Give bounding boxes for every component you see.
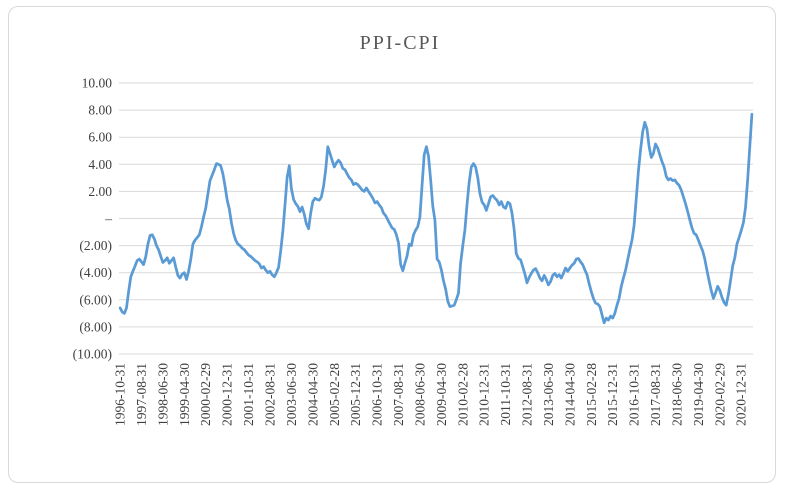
- x-axis-tick-label: 2014-04-30: [562, 363, 577, 426]
- y-axis-tick-label: 2.00: [88, 184, 112, 199]
- y-axis-tick-label: 6.00: [88, 130, 112, 145]
- x-axis-tick-label: 2013-06-30: [541, 363, 556, 426]
- x-axis: 1996-10-31 1997-08-31 1998-06-30 1999-04-30…: [113, 363, 749, 426]
- x-axis-tick-label: 2004-04-30: [305, 363, 320, 426]
- x-axis-tick-label: 2020-12-31: [734, 363, 749, 426]
- x-axis-tick-label: 2007-08-31: [391, 363, 406, 426]
- series-group: [118, 112, 754, 325]
- x-axis-tick-label: 2005-02-28: [327, 363, 342, 426]
- x-axis-tick-label: 2012-08-31: [520, 363, 535, 426]
- y-axis-tick-label: 8.00: [88, 103, 112, 118]
- x-axis-tick-label: 1998-06-30: [155, 363, 170, 426]
- x-axis-tick-label: 2015-12-31: [605, 363, 620, 426]
- y-axis-tick-label: (6.00): [79, 292, 112, 307]
- x-axis-tick-label: 2009-04-30: [434, 363, 449, 426]
- x-axis-tick-label: 1997-08-31: [134, 363, 149, 426]
- x-axis-tick-label: 2017-08-31: [648, 363, 663, 426]
- x-axis-tick-label: 2010-02-28: [455, 363, 470, 426]
- gridlines: [119, 82, 753, 355]
- x-axis-tick-label: 2019-04-30: [691, 363, 706, 426]
- y-axis-tick-label: (2.00): [79, 238, 112, 253]
- chart-title: PPI-CPI: [360, 32, 441, 54]
- y-axis: 10.00 8.00 6.00 4.00 2.00 – (2.00) (4.00) (6.00)…: [73, 76, 113, 362]
- y-axis-tick-label: 10.00: [82, 76, 113, 91]
- chart-border: [8, 6, 776, 483]
- y-axis-tick-label: 4.00: [88, 157, 112, 172]
- x-axis-tick-label: 2020-02-29: [712, 363, 727, 426]
- x-axis-tick-label: 2011-10-31: [498, 363, 513, 426]
- x-axis-tick-label: 2001-10-31: [241, 363, 256, 426]
- x-axis-tick-label: 2015-02-28: [584, 363, 599, 426]
- x-axis-tick-label: 2010-12-31: [477, 363, 492, 426]
- x-axis-tick-label: 2002-08-31: [263, 363, 278, 426]
- x-axis-tick-label: 2005-12-31: [348, 363, 363, 426]
- ppi-cpi-line: [118, 112, 754, 325]
- x-axis-tick-label: 1999-04-30: [177, 363, 192, 426]
- y-axis-tick-label: (8.00): [79, 319, 112, 334]
- x-axis-tick-label: 2006-10-31: [370, 363, 385, 426]
- y-axis-tick-label: (10.00): [73, 347, 112, 362]
- x-axis-tick-label: 2008-06-30: [412, 363, 427, 426]
- x-axis-tick-label: 2016-10-31: [627, 363, 642, 426]
- x-axis-tick-label: 2000-12-31: [220, 363, 235, 426]
- x-axis-tick-label: 2003-06-30: [284, 363, 299, 426]
- x-axis-tick-label: 1996-10-31: [113, 363, 128, 426]
- y-axis-tick-label: (4.00): [79, 265, 112, 280]
- x-axis-tick-label: 2000-02-29: [198, 363, 213, 426]
- y-axis-tick-label: –: [104, 211, 112, 226]
- x-axis-tick-label: 2018-06-30: [670, 363, 685, 426]
